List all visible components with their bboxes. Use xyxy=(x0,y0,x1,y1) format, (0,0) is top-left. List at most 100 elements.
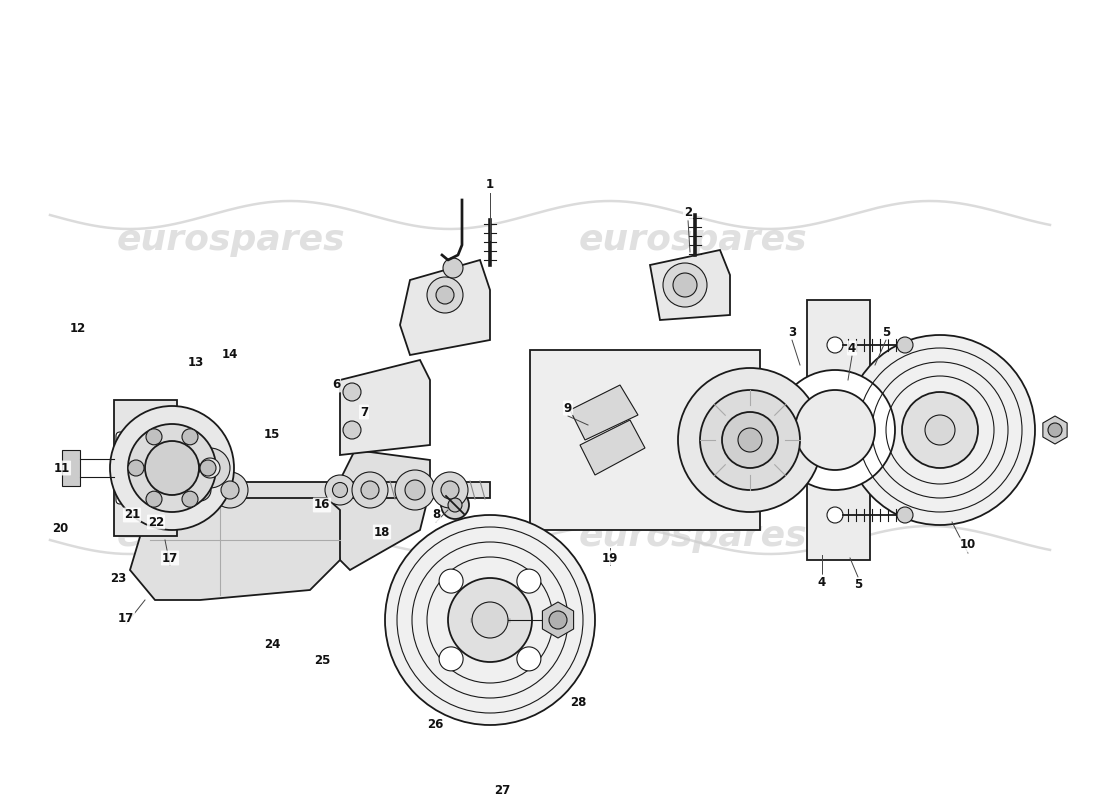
Circle shape xyxy=(925,415,955,445)
Text: 5: 5 xyxy=(882,326,890,338)
Circle shape xyxy=(448,498,462,512)
Text: 13: 13 xyxy=(188,355,205,369)
Text: 17: 17 xyxy=(118,611,134,625)
Circle shape xyxy=(385,515,595,725)
Circle shape xyxy=(845,335,1035,525)
Circle shape xyxy=(427,277,463,313)
Polygon shape xyxy=(530,350,760,530)
Circle shape xyxy=(324,475,355,505)
Circle shape xyxy=(405,480,425,500)
Text: 1: 1 xyxy=(486,178,494,191)
Circle shape xyxy=(896,507,913,523)
Circle shape xyxy=(673,273,697,297)
Circle shape xyxy=(182,491,198,507)
Polygon shape xyxy=(62,450,80,486)
Circle shape xyxy=(200,460,216,476)
Circle shape xyxy=(441,481,459,499)
Circle shape xyxy=(827,507,843,523)
Circle shape xyxy=(182,429,198,445)
Polygon shape xyxy=(650,250,730,320)
Text: 5: 5 xyxy=(854,578,862,591)
Circle shape xyxy=(439,569,463,593)
Text: 23: 23 xyxy=(110,571,126,585)
Circle shape xyxy=(436,286,454,304)
Circle shape xyxy=(343,383,361,401)
Polygon shape xyxy=(807,300,870,560)
Text: eurospares: eurospares xyxy=(117,223,345,257)
Text: 7: 7 xyxy=(360,406,368,418)
Text: eurospares: eurospares xyxy=(579,223,807,257)
Text: 11: 11 xyxy=(54,462,70,474)
Circle shape xyxy=(332,482,348,498)
Circle shape xyxy=(146,491,162,507)
Circle shape xyxy=(738,428,762,452)
Text: 16: 16 xyxy=(314,498,330,511)
Circle shape xyxy=(517,569,541,593)
Polygon shape xyxy=(130,492,340,600)
Circle shape xyxy=(178,468,222,512)
Text: 3: 3 xyxy=(788,326,796,338)
Text: 21: 21 xyxy=(124,509,140,522)
Circle shape xyxy=(439,647,463,671)
Circle shape xyxy=(212,472,248,508)
Text: 17: 17 xyxy=(162,551,178,565)
Circle shape xyxy=(700,390,800,490)
Circle shape xyxy=(1048,423,1062,437)
Circle shape xyxy=(146,429,162,445)
FancyBboxPatch shape xyxy=(116,432,172,504)
Polygon shape xyxy=(580,420,645,475)
Circle shape xyxy=(549,611,566,629)
Text: 19: 19 xyxy=(602,551,618,565)
Circle shape xyxy=(200,458,220,478)
Text: 20: 20 xyxy=(52,522,68,534)
Circle shape xyxy=(352,472,388,508)
Text: 6: 6 xyxy=(332,378,340,391)
Text: 28: 28 xyxy=(570,695,586,709)
Circle shape xyxy=(663,263,707,307)
Circle shape xyxy=(678,368,822,512)
Circle shape xyxy=(343,421,361,439)
Circle shape xyxy=(189,479,211,501)
Circle shape xyxy=(128,460,144,476)
Text: 22: 22 xyxy=(147,515,164,529)
Circle shape xyxy=(795,390,874,470)
Circle shape xyxy=(145,441,199,495)
Text: 15: 15 xyxy=(264,429,280,442)
Polygon shape xyxy=(114,400,177,536)
Text: 4: 4 xyxy=(848,342,856,354)
Text: 25: 25 xyxy=(314,654,330,666)
Circle shape xyxy=(776,370,895,490)
Circle shape xyxy=(190,448,230,488)
Circle shape xyxy=(395,470,434,510)
Polygon shape xyxy=(340,360,430,455)
Polygon shape xyxy=(570,385,638,440)
Text: 2: 2 xyxy=(684,206,692,219)
Polygon shape xyxy=(330,450,430,570)
Circle shape xyxy=(443,258,463,278)
Text: 24: 24 xyxy=(264,638,280,651)
Circle shape xyxy=(722,412,778,468)
Text: 4: 4 xyxy=(818,575,826,589)
Circle shape xyxy=(432,472,468,508)
Circle shape xyxy=(110,406,234,530)
Circle shape xyxy=(517,647,541,671)
Circle shape xyxy=(221,481,239,499)
Circle shape xyxy=(170,448,210,488)
Circle shape xyxy=(827,337,843,353)
Circle shape xyxy=(441,491,469,519)
Polygon shape xyxy=(178,482,490,498)
Polygon shape xyxy=(400,260,490,355)
Text: 14: 14 xyxy=(222,349,239,362)
Circle shape xyxy=(896,337,913,353)
Circle shape xyxy=(361,481,379,499)
Text: 10: 10 xyxy=(960,538,976,551)
Circle shape xyxy=(448,578,532,662)
Circle shape xyxy=(472,602,508,638)
Text: 27: 27 xyxy=(494,783,510,797)
Text: eurospares: eurospares xyxy=(579,519,807,553)
Text: 9: 9 xyxy=(564,402,572,414)
Circle shape xyxy=(180,458,200,478)
Text: eurospares: eurospares xyxy=(117,519,345,553)
Text: 8: 8 xyxy=(432,509,440,522)
Circle shape xyxy=(128,424,216,512)
